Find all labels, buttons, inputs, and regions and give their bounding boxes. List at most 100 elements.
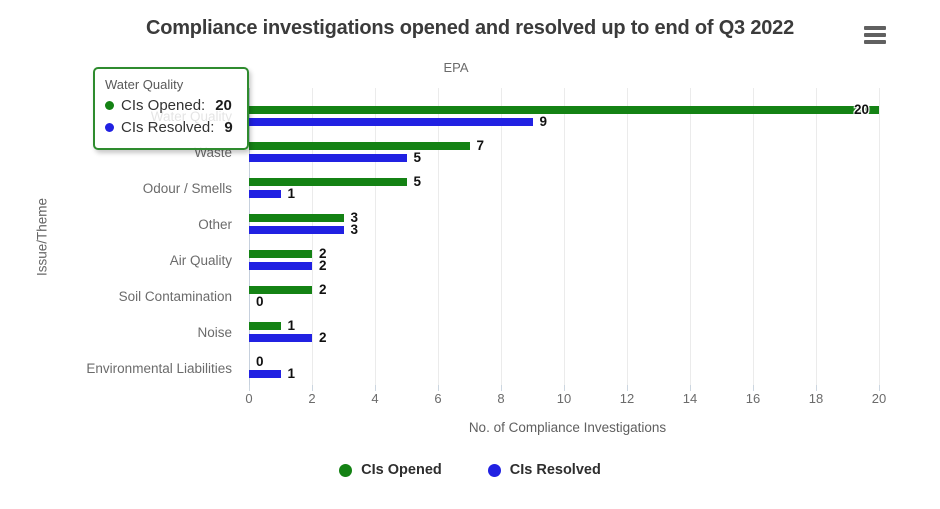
bar-cis-resolved[interactable] bbox=[249, 262, 312, 270]
bar-cis-resolved[interactable] bbox=[249, 226, 344, 234]
bar-cis-opened[interactable] bbox=[249, 214, 344, 222]
bar-line: 1 bbox=[249, 318, 886, 334]
gridline bbox=[501, 88, 502, 385]
x-axis-title: No. of Compliance Investigations bbox=[468, 420, 667, 435]
bar-line: 1 bbox=[249, 186, 886, 202]
bar-value-label: 2 bbox=[319, 282, 327, 298]
hamburger-icon[interactable] bbox=[864, 26, 886, 44]
x-tick-label: 0 bbox=[245, 391, 253, 406]
x-tick-label: 8 bbox=[497, 391, 505, 406]
bar-value-label: 5 bbox=[413, 150, 422, 166]
bar-line: 2 bbox=[249, 247, 886, 260]
category-label: Noise bbox=[197, 324, 232, 340]
bar-cis-opened[interactable] bbox=[249, 322, 281, 330]
bar-line: 7 bbox=[249, 138, 886, 154]
bar-value-label: 5 bbox=[413, 174, 422, 190]
bar-value-label: 3 bbox=[350, 210, 359, 226]
plot-area: 20 9 7 5 5 1 3 3 2 2 2 0 1 2 0 1 bbox=[249, 88, 886, 385]
bar-cis-opened[interactable] bbox=[249, 178, 407, 186]
tooltip: Water Quality CIs Opened: 20 CIs Resolved:… bbox=[93, 67, 249, 150]
bar-line: 20 bbox=[249, 102, 886, 118]
bar-cis-opened[interactable] bbox=[249, 286, 312, 294]
category-label: Soil Contamination bbox=[118, 288, 232, 304]
tooltip-series-value: 9 bbox=[224, 118, 233, 136]
bar-line: 0 bbox=[249, 354, 886, 370]
category-label: Environmental Liabilities bbox=[86, 360, 232, 376]
tick-mark bbox=[501, 385, 502, 391]
x-tick-label: 2 bbox=[308, 391, 316, 406]
tick-mark bbox=[312, 385, 313, 391]
bar-row: 20 9 bbox=[249, 98, 886, 134]
gridline bbox=[753, 88, 754, 385]
gridline bbox=[816, 88, 817, 385]
bar-cis-opened[interactable] bbox=[249, 250, 312, 258]
bar-cis-resolved[interactable] bbox=[249, 118, 533, 126]
bar-rows: 20 9 7 5 5 1 3 3 2 2 2 0 1 2 0 1 bbox=[249, 98, 886, 386]
tooltip-series-label: CIs Opened: bbox=[121, 97, 206, 114]
tick-mark bbox=[627, 385, 628, 391]
legend: CIs Opened CIs Resolved bbox=[0, 462, 940, 478]
bar-cis-resolved[interactable] bbox=[249, 334, 312, 342]
gridline bbox=[375, 88, 376, 385]
bar-line: 0 bbox=[249, 295, 886, 308]
bar-value-label: 2 bbox=[319, 258, 327, 274]
x-tick-label: 18 bbox=[808, 391, 824, 406]
legend-marker-icon bbox=[487, 463, 501, 477]
legend-label: CIs Opened bbox=[361, 462, 442, 478]
bar-value-label: 20 bbox=[854, 102, 870, 118]
x-tick-label: 4 bbox=[371, 391, 379, 406]
category-label: Other bbox=[198, 216, 232, 232]
x-tick-label: 10 bbox=[556, 391, 572, 406]
x-axis-tickmarks bbox=[249, 385, 886, 391]
bar-line: 2 bbox=[249, 282, 886, 298]
bar-line: 5 bbox=[249, 174, 886, 190]
legend-item-cis-opened[interactable]: CIs Opened bbox=[339, 462, 442, 478]
chart-subtitle: EPA bbox=[443, 60, 469, 75]
bar-value-label: 1 bbox=[287, 318, 296, 334]
bar-value-label: 0 bbox=[256, 354, 264, 370]
legend-item-cis-resolved[interactable]: CIs Resolved bbox=[487, 462, 601, 478]
bar-value-label: 7 bbox=[476, 138, 485, 154]
gridline bbox=[564, 88, 565, 385]
tooltip-marker-icon bbox=[105, 101, 114, 111]
bar-cis-resolved[interactable] bbox=[249, 190, 281, 198]
tooltip-category: Water Quality bbox=[105, 77, 184, 92]
bar-line: 9 bbox=[249, 115, 886, 128]
bar-cis-opened[interactable] bbox=[249, 142, 470, 150]
tick-mark bbox=[879, 385, 880, 391]
tick-mark bbox=[249, 385, 250, 391]
tooltip-series-label: CIs Resolved: bbox=[121, 118, 215, 136]
chart-title: Compliance investigations opened and res… bbox=[145, 17, 795, 39]
bar-line: 2 bbox=[249, 330, 886, 346]
tick-mark bbox=[753, 385, 754, 391]
legend-label: CIs Resolved bbox=[509, 462, 601, 478]
bar-line: 3 bbox=[249, 210, 886, 226]
tick-mark bbox=[564, 385, 565, 391]
bar-value-label: 3 bbox=[350, 222, 359, 238]
tooltip-series-value: 20 bbox=[215, 97, 232, 114]
x-axis-tick-labels: 0 2 4 6 8 10 12 14 16 18 20 bbox=[245, 391, 887, 407]
x-tick-label: 6 bbox=[434, 391, 442, 406]
x-tick-label: 20 bbox=[871, 391, 887, 406]
bar-cis-opened[interactable] bbox=[249, 106, 879, 114]
bar-value-label: 1 bbox=[287, 186, 296, 202]
bar-value-label: 2 bbox=[319, 330, 327, 346]
axis-zero-line bbox=[249, 88, 250, 385]
bar-cis-resolved[interactable] bbox=[249, 370, 281, 378]
tick-mark bbox=[438, 385, 439, 391]
gridline bbox=[690, 88, 691, 385]
x-tick-label: 12 bbox=[619, 391, 635, 406]
category-label: Air Quality bbox=[169, 252, 232, 268]
bar-cis-resolved[interactable] bbox=[249, 154, 407, 162]
bar-line: 5 bbox=[249, 150, 886, 166]
gridline bbox=[312, 88, 313, 385]
bar-value-label: 1 bbox=[287, 366, 296, 382]
tick-mark bbox=[816, 385, 817, 391]
tick-mark bbox=[690, 385, 691, 391]
